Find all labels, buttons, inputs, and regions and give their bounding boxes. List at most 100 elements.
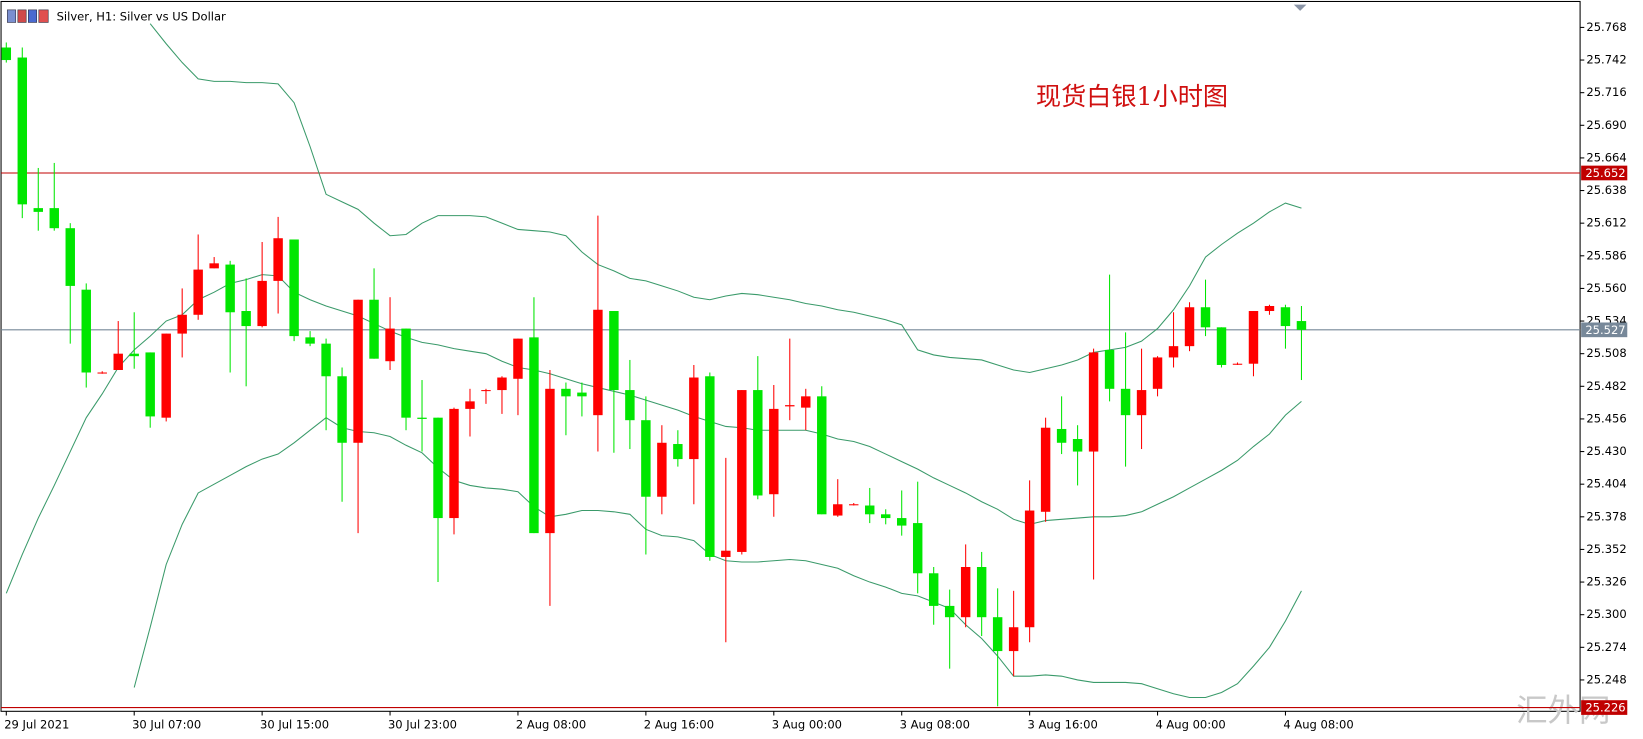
- candle: [721, 457, 731, 643]
- candle-body: [928, 573, 939, 606]
- candle-body: [1280, 307, 1291, 327]
- x-tick-label: 4 Aug 08:00: [1283, 717, 1353, 731]
- candle: [337, 367, 347, 502]
- candle-body: [1232, 363, 1243, 365]
- candle-body: [769, 408, 779, 495]
- band-line: [133, 417, 1302, 699]
- y-tick-label: 25.508: [1586, 346, 1626, 360]
- candle-body: [289, 239, 299, 337]
- candle: [33, 167, 43, 231]
- price-label: 25.652: [1585, 166, 1625, 180]
- candle: [992, 588, 1003, 707]
- candle-body: [625, 390, 635, 421]
- candle-body: [1152, 357, 1163, 389]
- candle: [177, 288, 187, 358]
- candle: [609, 311, 619, 453]
- candle: [769, 385, 779, 517]
- candle: [129, 312, 139, 369]
- candle: [289, 239, 299, 342]
- candle-body: [1248, 311, 1259, 364]
- candle-body: [1040, 427, 1051, 512]
- candle-body: [912, 523, 923, 574]
- candle: [417, 380, 427, 452]
- candle-body: [1008, 627, 1019, 652]
- candle: [689, 364, 699, 505]
- candle-body: [721, 550, 731, 557]
- candle-body: [1264, 305, 1275, 312]
- y-tick-label: 25.404: [1586, 477, 1626, 491]
- candle: [257, 241, 267, 328]
- candle: [1216, 327, 1227, 368]
- candle: [1056, 396, 1067, 455]
- candle-body: [225, 264, 235, 313]
- candle-body: [849, 504, 859, 506]
- y-tick-label: 25.742: [1586, 53, 1626, 67]
- candle-body: [881, 514, 891, 519]
- y-tick-label: 25.248: [1586, 672, 1626, 686]
- annotation: 现货白银1小时图: [1036, 82, 1228, 111]
- candle: [801, 388, 811, 431]
- candle: [1072, 425, 1083, 486]
- candle: [209, 257, 219, 269]
- candle: [65, 223, 75, 344]
- y-tick-label: 25.326: [1586, 575, 1626, 589]
- y-tick-label: 25.352: [1586, 542, 1626, 556]
- candle: [1168, 312, 1179, 368]
- candle-body: [17, 57, 27, 205]
- candle: [593, 215, 603, 452]
- candle-body: [337, 376, 347, 443]
- candle-body: [1088, 352, 1099, 452]
- candle-body: [273, 238, 283, 281]
- candle-body: [1168, 346, 1179, 358]
- candle: [976, 551, 987, 637]
- candle-body: [433, 417, 443, 519]
- candle-body: [976, 567, 987, 618]
- candle-body: [1184, 307, 1195, 347]
- candle: [673, 430, 683, 467]
- candle: [865, 487, 875, 524]
- price-label-box: [1581, 322, 1628, 338]
- candle: [481, 388, 491, 404]
- candle: [401, 328, 411, 431]
- candle: [1152, 356, 1163, 397]
- candle-body: [896, 518, 907, 526]
- candle: [928, 567, 939, 625]
- x-tick-label: 3 Aug 00:00: [772, 717, 842, 731]
- candle: [385, 297, 395, 370]
- candle: [753, 356, 763, 500]
- candle: [896, 490, 907, 536]
- y-tick-label: 25.638: [1586, 183, 1626, 197]
- candle-body: [753, 390, 763, 496]
- candle: [449, 407, 459, 535]
- candle: [1232, 362, 1243, 365]
- candle-body: [257, 280, 267, 327]
- candle-body: [161, 333, 171, 418]
- candle-body: [401, 328, 411, 418]
- candle-body: [833, 504, 843, 516]
- candle: [353, 299, 363, 534]
- candle-body: [49, 208, 59, 229]
- x-tick-label: 30 Jul 15:00: [260, 717, 329, 731]
- candle: [1040, 417, 1051, 522]
- candle-body: [369, 299, 379, 359]
- candle: [513, 338, 523, 416]
- chart-header: Silver, H1: Silver vs US Dollar: [57, 10, 226, 24]
- x-tick-label: 2 Aug 08:00: [516, 717, 586, 731]
- x-tick-label: 2 Aug 16:00: [644, 717, 714, 731]
- candle-body: [1072, 439, 1083, 452]
- candle: [657, 425, 667, 515]
- price-label-box: [1581, 165, 1628, 181]
- candle: [1136, 348, 1147, 450]
- candle-body: [129, 353, 139, 357]
- candle: [49, 162, 59, 231]
- candle-body: [33, 208, 43, 212]
- candle-body: [689, 377, 699, 460]
- candle: [17, 47, 27, 219]
- candle-body: [865, 505, 875, 515]
- candle-body: [1024, 510, 1035, 628]
- candle-body: [353, 299, 363, 443]
- candle-body: [944, 605, 955, 618]
- y-tick-label: 25.664: [1586, 150, 1626, 164]
- candle: [960, 544, 971, 628]
